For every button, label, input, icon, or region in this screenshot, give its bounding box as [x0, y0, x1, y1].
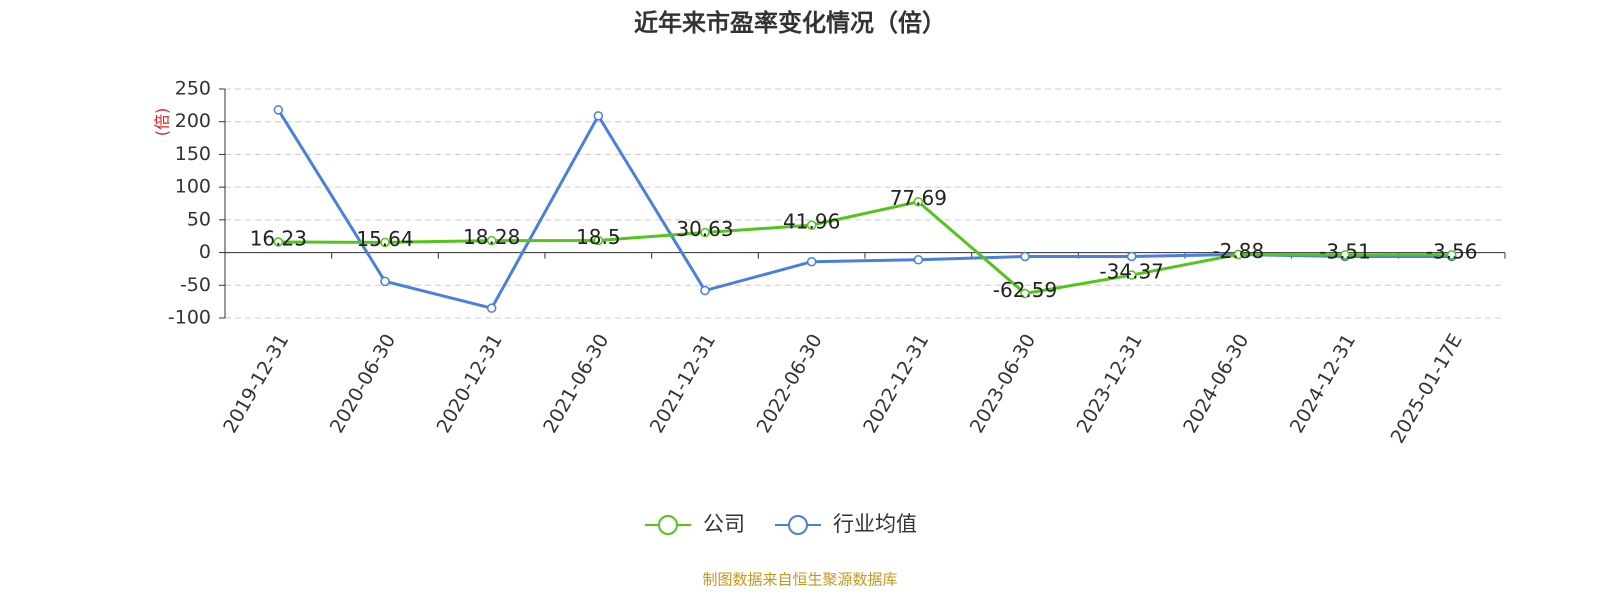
- data-point: [1020, 288, 1030, 299]
- x-tick-label: 2024-12-31: [1286, 330, 1360, 437]
- data-point: [700, 227, 710, 238]
- data-point: [273, 237, 284, 247]
- y-tick-label: 100: [175, 176, 211, 198]
- data-point: [700, 285, 710, 296]
- y-axis-label: (倍): [153, 108, 172, 137]
- data-label: 30.63: [676, 217, 733, 241]
- data-point: [806, 256, 817, 267]
- data-point: [1126, 251, 1137, 262]
- data-point: [593, 111, 604, 121]
- legend-marker: [658, 515, 678, 535]
- data-label: 15.64: [356, 227, 413, 251]
- data-point: [486, 235, 497, 246]
- y-tick-label: 200: [175, 110, 211, 132]
- x-tick-label: 2022-12-31: [859, 330, 933, 437]
- x-tick-label: 2022-06-30: [752, 330, 826, 437]
- data-label: 77.69: [890, 186, 947, 210]
- series-line: [278, 200, 1452, 296]
- data-label: 16.23: [250, 226, 307, 250]
- data-label: 41.96: [783, 210, 840, 234]
- data-point: [273, 105, 284, 115]
- chart-title: 近年来市盈率变化情况（倍）: [634, 9, 946, 37]
- data-label: -3.56: [1426, 239, 1478, 263]
- data-point: [593, 235, 604, 246]
- data-point: [380, 276, 390, 287]
- data-point: [913, 255, 924, 265]
- data-label: -2.88: [1212, 239, 1264, 263]
- x-tick-label: 2025-01-17E: [1386, 330, 1466, 447]
- data-label: 18.5: [576, 225, 621, 249]
- x-tick-label: 2019-12-31: [219, 330, 293, 437]
- y-tick-label: -100: [168, 307, 211, 329]
- data-point: [1126, 270, 1137, 280]
- data-label: 18.28: [463, 225, 520, 249]
- legend-label: 行业均值: [833, 512, 917, 536]
- x-tick-label: 2023-06-30: [966, 330, 1040, 437]
- x-tick-label: 2020-12-31: [432, 330, 506, 437]
- x-tick-label: 2021-12-31: [646, 330, 720, 437]
- x-tick-label: 2020-06-30: [326, 330, 400, 437]
- data-label: -62.59: [993, 278, 1057, 302]
- y-tick-label: 0: [199, 241, 211, 263]
- series-line: [277, 109, 1452, 310]
- data-point: [806, 220, 817, 230]
- data-point: [913, 196, 924, 207]
- y-tick-label: -50: [180, 274, 211, 296]
- data-point: [1020, 251, 1030, 262]
- source-note: 制图数据来自恒生聚源数据库: [702, 571, 897, 589]
- x-tick-label: 2021-06-30: [539, 330, 613, 437]
- data-point: [486, 303, 497, 313]
- x-tick-label: 2023-12-31: [1072, 330, 1146, 437]
- data-point: [1233, 249, 1244, 260]
- y-tick-label: 50: [187, 208, 211, 230]
- data-point: [380, 237, 390, 248]
- legend-marker: [788, 515, 808, 535]
- data-label: -34.37: [1099, 260, 1163, 284]
- data-point: [1446, 250, 1457, 260]
- y-tick-label: 250: [175, 78, 211, 100]
- data-label: -3.51: [1319, 239, 1371, 263]
- y-tick-label: 150: [175, 143, 211, 165]
- data-point: [1340, 250, 1350, 260]
- x-tick-label: 2024-06-30: [1179, 330, 1253, 437]
- legend-label: 公司: [703, 512, 745, 536]
